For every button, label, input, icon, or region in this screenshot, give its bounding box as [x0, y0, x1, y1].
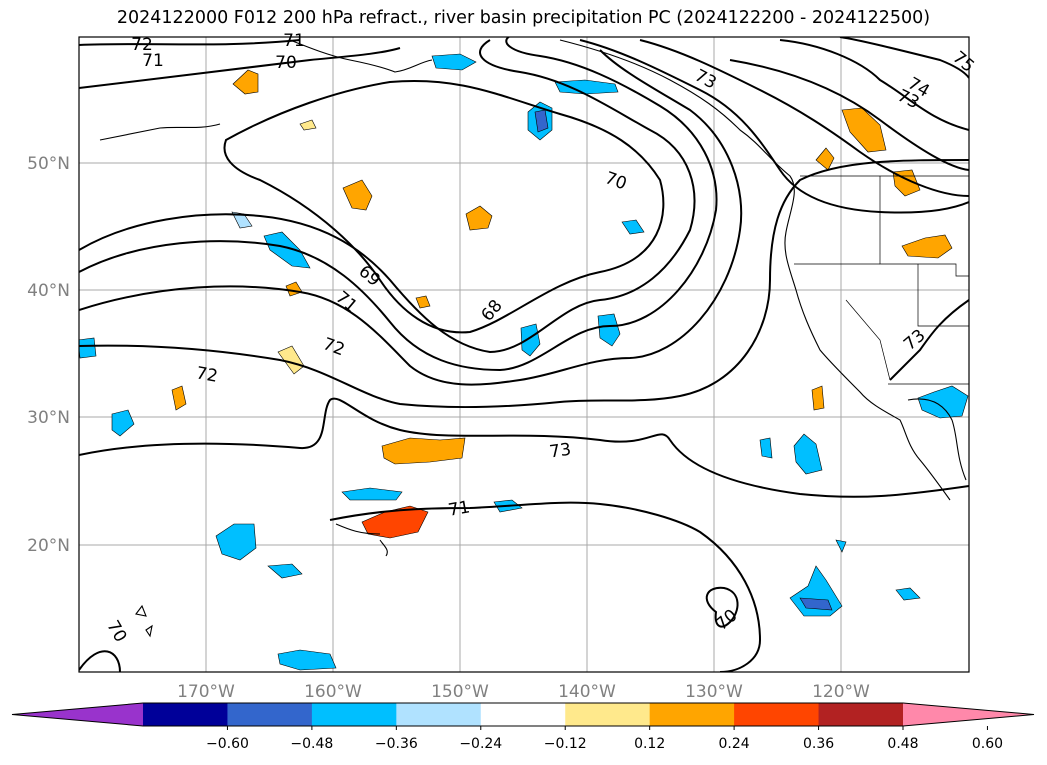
- positive-precip-blob: [285, 281, 303, 297]
- contour-labels: 72 71 71 70 73 74 75 73 70 69 68 71 72 7…: [102, 31, 978, 646]
- lon-label: 140°W: [558, 682, 616, 702]
- colorbar-segment: [396, 703, 482, 726]
- colorbar-tick-label: −0.24: [459, 736, 502, 752]
- longitude-labels: 170°W 160°W 150°W 140°W 130°W 120°W: [177, 682, 870, 702]
- colorbar-tick-label: 0.60: [972, 736, 1003, 752]
- colorbar-tick-label: −0.12: [544, 736, 587, 752]
- contour-label: 70: [602, 168, 629, 194]
- colorbar-segment: [143, 703, 228, 726]
- colorbar-segment: [480, 703, 566, 726]
- colorbar-segment: [565, 703, 651, 726]
- negative-precip-blob: [597, 313, 621, 347]
- negative-precip-blob: [341, 487, 403, 501]
- negative-precip-blob: [554, 79, 619, 95]
- negative-precip-blob: [799, 597, 833, 611]
- contour-label: 71: [331, 288, 360, 317]
- contour-label: 73: [691, 66, 719, 94]
- negative-precip-blob: [534, 109, 549, 133]
- negative-precip-blob: [431, 53, 477, 71]
- lon-label: 170°W: [177, 682, 235, 702]
- colorbar: −0.60 −0.48 −0.36 −0.24 −0.12 0.12 0.24 0.36 0.4…: [11, 702, 1035, 752]
- lon-label: 160°W: [304, 682, 362, 702]
- colorbar-extend-low: [12, 703, 143, 726]
- refractivity-contours: [79, 37, 969, 672]
- colorbar-outline: [11, 702, 1035, 727]
- negative-precip-blob: [277, 649, 337, 671]
- contour-label: 71: [283, 31, 305, 51]
- colorbar-tick-label: 0.48: [887, 736, 918, 752]
- negative-precip-blob: [231, 211, 253, 229]
- map-area: [79, 37, 969, 672]
- negative-precip-blob: [215, 523, 257, 561]
- contour-label: 72: [320, 334, 347, 360]
- lon-label: 150°W: [431, 682, 489, 702]
- contour-label: 68: [478, 296, 507, 325]
- negative-precip-blob: [267, 563, 303, 579]
- latitude-labels: 50°N 40°N 30°N 20°N: [27, 154, 70, 556]
- precip-anomaly-fields: [79, 53, 969, 671]
- negative-precip-blob: [79, 337, 97, 359]
- contour-label: 75: [948, 48, 977, 77]
- negative-precip-blob: [917, 385, 969, 419]
- negative-precip-blob: [793, 433, 823, 475]
- colorbar-segment: [818, 703, 904, 726]
- contour-label: 72: [194, 363, 219, 386]
- contour-label: 69: [354, 262, 383, 291]
- colorbar-segment: [227, 703, 313, 726]
- lat-label: 20°N: [27, 536, 70, 556]
- positive-precip-blob: [901, 234, 953, 259]
- contour-label: 71: [142, 51, 164, 71]
- lat-label: 30°N: [27, 408, 70, 428]
- colorbar-tick-label: −0.60: [206, 736, 249, 752]
- colorbar-segment: [734, 703, 820, 726]
- map-frame: [78, 36, 970, 673]
- graticule: [79, 37, 969, 672]
- positive-precip-blob: [381, 437, 466, 465]
- negative-precip-blob: [895, 587, 921, 601]
- contour-label: 70: [102, 617, 130, 646]
- colorbar-segment: [311, 703, 397, 726]
- colorbar-tick-label: 0.12: [634, 736, 665, 752]
- political-boundaries: [794, 175, 969, 385]
- lat-label: 50°N: [27, 154, 70, 174]
- lon-label: 130°W: [685, 682, 743, 702]
- colorbar-extend-high: [903, 703, 1034, 726]
- negative-precip-blob: [621, 219, 645, 235]
- coastline: [99, 39, 967, 638]
- colorbar-segment: [649, 703, 735, 726]
- colorbar-tick-label: 0.36: [803, 736, 834, 752]
- contour-label: 73: [900, 326, 929, 355]
- contour-label: 70: [275, 53, 297, 73]
- positive-precip-blob: [299, 119, 317, 131]
- lat-label: 40°N: [27, 281, 70, 301]
- positive-precip-blob: [465, 205, 493, 231]
- contour-label: 72: [131, 35, 153, 55]
- negative-precip-blob: [111, 409, 135, 437]
- colorbar-tick-label: −0.48: [290, 736, 333, 752]
- positive-precip-blob: [232, 69, 259, 95]
- contour-label: 73: [548, 440, 572, 463]
- negative-precip-blob: [835, 539, 847, 553]
- contour-label: 71: [447, 497, 472, 520]
- positive-precip-blob: [415, 295, 431, 309]
- colorbar-tick-label: 0.24: [719, 736, 750, 752]
- positive-precip-blob: [841, 107, 887, 153]
- positive-precip-blob: [815, 147, 835, 171]
- colorbar-tick-label: −0.36: [375, 736, 418, 752]
- positive-precip-blob: [171, 385, 187, 411]
- negative-precip-blob: [520, 323, 541, 357]
- positive-precip-blob: [811, 385, 825, 411]
- lon-label: 120°W: [812, 682, 870, 702]
- negative-precip-blob: [759, 437, 773, 459]
- map-title: 2024122000 F012 200 hPa refract., river …: [116, 8, 931, 28]
- negative-precip-blob: [263, 231, 311, 269]
- positive-precip-blob: [342, 179, 373, 211]
